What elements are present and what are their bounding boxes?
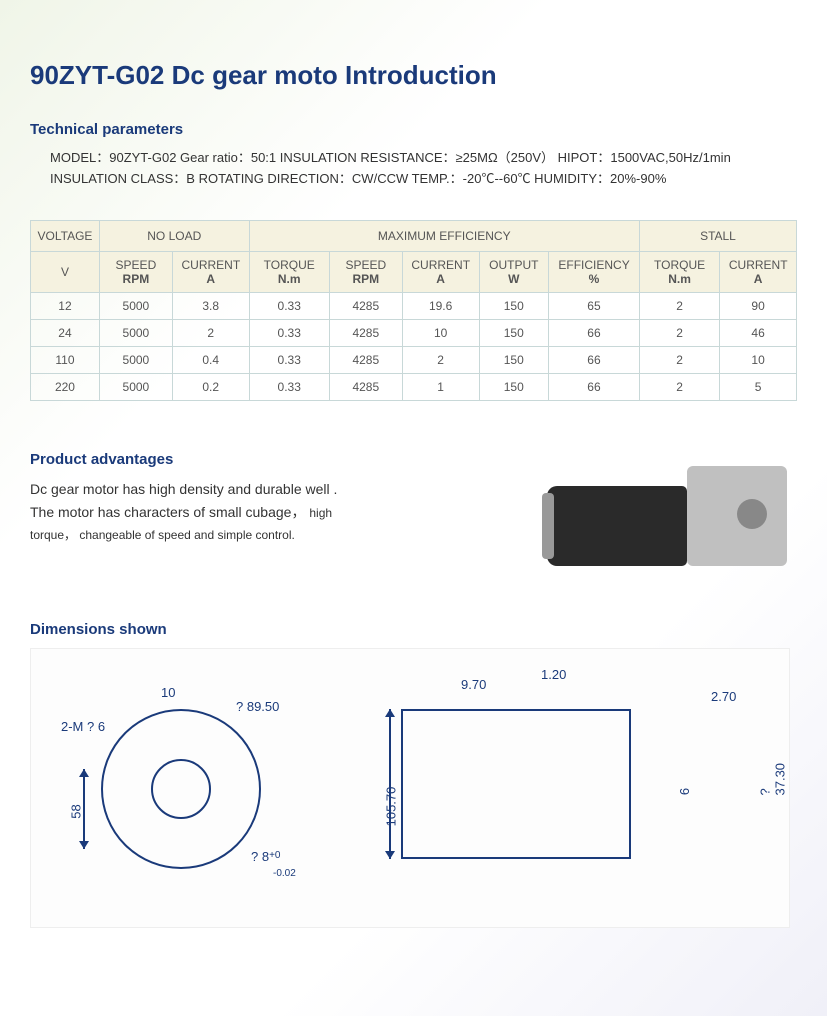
cell: 5000 [99, 319, 172, 346]
cell: 2 [639, 346, 719, 373]
cell: 10 [720, 346, 797, 373]
th-me-eff: EFFICIENCY % [548, 251, 639, 292]
advantages-line-1: Dc gear motor has high density and durab… [30, 478, 517, 502]
cell: 65 [548, 292, 639, 319]
th-me-current: CURRENT A [402, 251, 479, 292]
cell: 110 [31, 346, 100, 373]
cell: 5 [720, 373, 797, 400]
cell: 0.33 [249, 373, 329, 400]
th-nl-speed: SPEED RPM [99, 251, 172, 292]
cell: 12 [31, 292, 100, 319]
cell: 0.33 [249, 319, 329, 346]
dim-label: ? 89.50 [236, 699, 279, 714]
cell: 2 [639, 373, 719, 400]
cell: 2 [639, 292, 719, 319]
th-maxeff: MAXIMUM EFFICIENCY [249, 220, 639, 251]
cell: 5000 [99, 292, 172, 319]
th-me-torque: TORQUE N.m [249, 251, 329, 292]
cell: 19.6 [402, 292, 479, 319]
cell: 2 [402, 346, 479, 373]
cell: 66 [548, 346, 639, 373]
section-product-advantages: Product advantages [30, 451, 517, 468]
cell: 5000 [99, 373, 172, 400]
specs-table: VOLTAGE NO LOAD MAXIMUM EFFICIENCY STALL… [30, 220, 797, 401]
cell: 4285 [329, 319, 402, 346]
dim-label: ? 37.30 [758, 762, 788, 795]
cell: 4285 [329, 346, 402, 373]
advantages-line-3: torque， changeable of speed and simple c… [30, 525, 517, 545]
cell: 10 [402, 319, 479, 346]
cell: 90 [720, 292, 797, 319]
cell: 5000 [99, 346, 172, 373]
table-row: 220 5000 0.2 0.33 4285 1 150 66 2 5 [31, 373, 797, 400]
dim-label: 1.20 [541, 667, 566, 682]
dim-label: 10 [161, 685, 175, 700]
section-dimensions: Dimensions shown [30, 621, 797, 638]
th-voltage: VOLTAGE [31, 220, 100, 251]
dim-label: ? 8+0-0.02 [251, 849, 296, 879]
dim-label: 2-M ? 6 [61, 719, 105, 734]
th-stall: STALL [639, 220, 796, 251]
cell: 66 [548, 319, 639, 346]
cell: 2 [639, 319, 719, 346]
cell: 66 [548, 373, 639, 400]
cell: 46 [720, 319, 797, 346]
cell: 24 [31, 319, 100, 346]
table-row: 12 5000 3.8 0.33 4285 19.6 150 65 2 90 [31, 292, 797, 319]
dim-label: 9.70 [461, 677, 486, 692]
params-line-1: MODEL：90ZYT-G02 Gear ratio：50:1 INSULATI… [50, 148, 797, 169]
advantages-line-2: The motor has characters of small cubage… [30, 501, 517, 525]
cell: 2 [172, 319, 249, 346]
table-row: 24 5000 2 0.33 4285 10 150 66 2 46 [31, 319, 797, 346]
cell: 4285 [329, 292, 402, 319]
cell: 150 [479, 346, 548, 373]
motor-product-image [537, 451, 797, 591]
cell: 220 [31, 373, 100, 400]
th-me-speed: SPEED RPM [329, 251, 402, 292]
params-line-2: INSULATION CLASS：B ROTATING DIRECTION：CW… [50, 169, 797, 190]
cell: 150 [479, 319, 548, 346]
page-title: 90ZYT-G02 Dc gear moto Introduction [30, 60, 797, 91]
dim-label: 58 [69, 804, 84, 818]
cell: 1 [402, 373, 479, 400]
cell: 3.8 [172, 292, 249, 319]
th-noload: NO LOAD [99, 220, 249, 251]
dim-label: 2.70 [711, 689, 736, 704]
dimensions-drawing: 2-M ? 6 10 ? 89.50 58 ? 8+0-0.02 9.70 1.… [30, 648, 790, 928]
th-nl-current: CURRENT A [172, 251, 249, 292]
cell: 150 [479, 373, 548, 400]
th-voltage-unit: V [31, 251, 100, 292]
cell: 150 [479, 292, 548, 319]
cell: 0.33 [249, 346, 329, 373]
th-st-current: CURRENT A [720, 251, 797, 292]
section-technical-parameters: Technical parameters [30, 121, 797, 138]
dim-label: 6 [677, 787, 692, 794]
cell: 0.2 [172, 373, 249, 400]
cell: 4285 [329, 373, 402, 400]
cell: 0.33 [249, 292, 329, 319]
technical-params-text: MODEL：90ZYT-G02 Gear ratio：50:1 INSULATI… [50, 148, 797, 190]
cell: 0.4 [172, 346, 249, 373]
table-row: 110 5000 0.4 0.33 4285 2 150 66 2 10 [31, 346, 797, 373]
th-st-torque: TORQUE N.m [639, 251, 719, 292]
th-me-output: OUTPUT W [479, 251, 548, 292]
